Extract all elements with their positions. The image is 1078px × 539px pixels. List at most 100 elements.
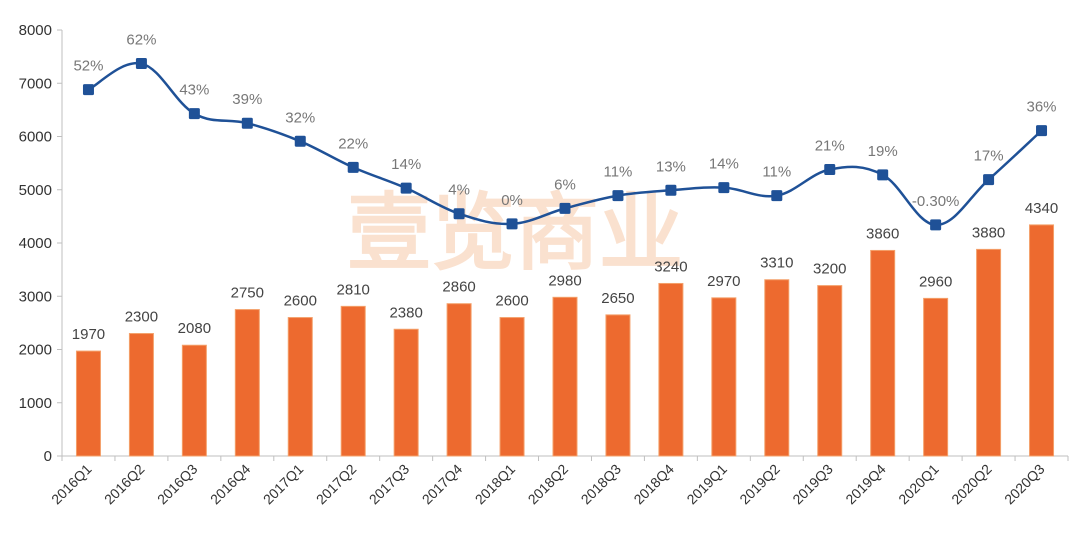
bar [499,317,525,457]
growth-percent-label: 11% [762,164,791,181]
growth-percent-label: 52% [73,58,103,75]
bar [181,344,207,457]
growth-percent-label: 43% [179,82,209,99]
bar [711,297,737,457]
line-point-marker [188,108,200,120]
line-point-marker [453,208,465,220]
line-point-marker [1036,125,1048,137]
growth-percent-label: 6% [554,176,576,193]
growth-percent-label: 21% [815,138,845,155]
growth-percent-label: 14% [391,156,421,173]
growth-percent-label: 19% [868,143,898,160]
y-tick-label: 6000 [19,129,52,146]
bar-value-label: 3880 [972,224,1005,241]
x-tick-label: 2019Q2 [736,461,783,508]
bar-value-label: 2960 [919,273,952,290]
bar [923,297,949,457]
line-point-marker [718,182,730,194]
bar-value-label: 2860 [442,279,475,296]
bar-value-label: 2810 [337,281,370,298]
line-point-marker [983,174,995,186]
line-point-marker [400,182,412,194]
bar [976,248,1002,457]
bar-value-label: 3310 [760,255,793,272]
bar-value-label: 2970 [707,273,740,290]
line-point-marker [612,190,624,202]
x-tick-label: 2016Q1 [48,461,95,508]
y-tick-label: 0 [44,448,52,465]
growth-percent-label: 4% [448,182,470,199]
x-tick-label: 2018Q4 [630,461,677,508]
growth-percent-label: 17% [974,148,1004,165]
bar [552,296,578,457]
bar-value-label: 2380 [389,304,422,321]
bar-value-label: 2980 [548,272,581,289]
x-tick-label: 2018Q1 [472,461,519,508]
bar-value-label: 2080 [178,320,211,337]
y-tick-label: 8000 [19,22,52,39]
bar [764,279,790,457]
bar-value-label: 4340 [1025,200,1058,217]
growth-percent-label: 0% [501,192,523,209]
line-point-marker [241,117,253,129]
growth-percent-label: 39% [232,91,262,108]
y-tick-label: 4000 [19,235,52,252]
bar-value-label: 3240 [654,258,687,275]
y-tick-label: 5000 [19,182,52,199]
growth-percent-label: 14% [709,156,739,173]
line-point-marker [135,58,147,70]
bar-value-label: 2600 [495,293,528,310]
y-tick-label: 3000 [19,288,52,305]
x-tick-label: 2018Q2 [525,461,572,508]
x-tick-label: 2018Q3 [578,461,625,508]
x-tick-label: 2020Q2 [948,461,995,508]
line-point-marker [347,161,359,173]
x-tick-label: 2017Q2 [313,461,360,508]
line-point-marker [824,164,836,176]
bar [817,285,843,457]
bar-value-label: 3200 [813,261,846,278]
y-tick-label: 7000 [19,75,52,92]
bar [75,350,101,457]
x-tick-label: 2016Q3 [154,461,201,508]
line-point-marker [294,135,306,147]
growth-percent-label: 62% [126,32,156,49]
x-tick-label: 2016Q4 [207,461,254,508]
watermark: 壹览商业 [347,184,683,282]
line-point-marker [82,84,94,96]
bar [870,249,896,457]
bar-value-label: 2650 [601,290,634,307]
x-tick-label: 2016Q2 [101,461,148,508]
x-tick-label: 2019Q1 [683,461,730,508]
line-point-marker [559,202,571,214]
line-point-marker [506,218,518,230]
growth-percent-label: 13% [656,158,686,175]
x-tick-label: 2020Q1 [895,461,942,508]
x-tick-label: 2017Q4 [419,461,466,508]
bar-value-label: 2750 [231,285,264,302]
bar [234,309,260,457]
growth-percent-label: 11% [603,164,632,181]
line-point-marker [930,219,942,231]
growth-percent-label: -0.30% [912,193,960,210]
bar [605,314,631,457]
x-tick-label: 2017Q1 [260,461,307,508]
bar [340,305,366,457]
bar [1029,224,1055,457]
bar [658,282,684,457]
x-tick-label: 2017Q3 [366,461,413,508]
growth-percent-label: 32% [285,109,315,126]
y-tick-label: 1000 [19,395,52,412]
x-tick-label: 2019Q3 [789,461,836,508]
x-tick-label: 2020Q3 [1001,461,1048,508]
line-point-marker [665,184,677,196]
bar [287,317,313,457]
bar [446,303,472,457]
bar-value-label: 2300 [125,309,158,326]
growth-percent-label: 22% [338,135,368,152]
line-point-marker [877,169,889,181]
y-tick-label: 2000 [19,342,52,359]
x-tick-label: 2019Q4 [842,461,889,508]
